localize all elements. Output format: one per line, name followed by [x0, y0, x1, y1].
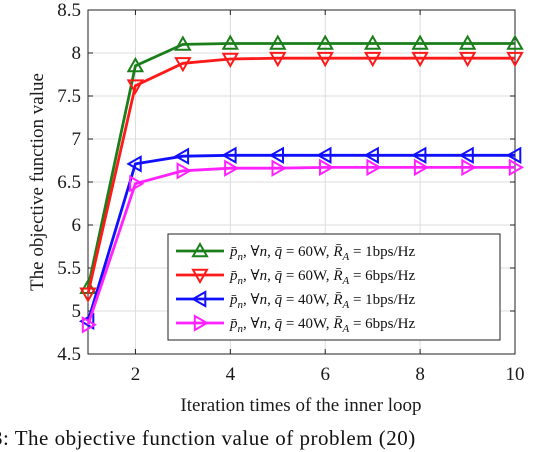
- data-point: [319, 158, 335, 177]
- data-point: [174, 57, 192, 73]
- data-point: [505, 146, 522, 165]
- series-2: [79, 51, 524, 303]
- y-tick-label: 5.5: [57, 258, 81, 279]
- data-point: [366, 158, 382, 177]
- data-point: [363, 146, 379, 165]
- data-point: [413, 158, 430, 177]
- data-point: [271, 159, 287, 177]
- data-point: [506, 34, 524, 50]
- x-tick-label: 4: [226, 364, 236, 385]
- data-point: [78, 312, 95, 331]
- y-tick-label: 7.5: [57, 86, 81, 107]
- series-line: [86, 56, 515, 295]
- legend-marker: [193, 314, 210, 332]
- data-point: [411, 146, 427, 165]
- data-point: [174, 35, 192, 51]
- legend-entry: p̄n, ∀n, q̄ = 60W, R̄A = 6bps/Hz: [176, 268, 416, 287]
- data-point: [126, 79, 145, 95]
- tick-labels: 4.5 5 5.5 6 6.5 7 7.5 8 8.5 2 4 6 8 10: [57, 0, 524, 385]
- data-point: [461, 158, 477, 177]
- data-point: [411, 34, 429, 50]
- legend-marker: [191, 268, 209, 285]
- y-tick-label: 6.5: [57, 172, 81, 193]
- series-3: [78, 146, 522, 331]
- data-point: [458, 51, 477, 68]
- y-tick-label: 7: [72, 129, 82, 150]
- legend: p̄n, ∀n, q̄ = 60W, R̄A = 1bps/Hz p̄n, ∀n,…: [167, 233, 501, 341]
- data-point: [173, 147, 190, 165]
- data-point: [363, 51, 382, 68]
- data-point: [508, 158, 525, 177]
- y-tick-label: 4.5: [57, 344, 81, 365]
- data-point: [221, 34, 240, 50]
- data-point: [224, 159, 240, 177]
- data-point: [316, 51, 334, 68]
- data-point: [316, 34, 334, 50]
- y-tick-label: 5: [72, 301, 82, 322]
- data-point: [79, 287, 97, 303]
- data-point: [81, 316, 98, 334]
- data-point: [221, 52, 240, 69]
- data-point: [176, 162, 192, 180]
- y-tick-label: 8.5: [57, 0, 81, 21]
- legend-label: p̄n, ∀n, q̄ = 60W, R̄A = 1bps/Hz: [229, 244, 416, 263]
- series-1: [79, 34, 524, 294]
- data-point: [126, 56, 145, 73]
- data-point: [458, 34, 477, 50]
- series-line: [86, 153, 515, 322]
- data-point: [411, 51, 429, 68]
- legend-label: p̄n, ∀n, q̄ = 40W, R̄A = 1bps/Hz: [229, 292, 416, 311]
- legend-entry: p̄n, ∀n, q̄ = 60W, R̄A = 1bps/Hz: [176, 241, 416, 263]
- x-tick-label: 6: [320, 364, 330, 385]
- data-point: [268, 146, 284, 165]
- data-point: [129, 174, 145, 193]
- series-line: [86, 42, 515, 289]
- figure-caption: 3: The objective function value of probl…: [0, 426, 416, 450]
- legend-entry: p̄n, ∀n, q̄ = 40W, R̄A = 6bps/Hz: [176, 314, 416, 335]
- legend-marker: [191, 241, 209, 258]
- x-tick-label: 10: [506, 364, 525, 385]
- series-lines: [78, 34, 525, 334]
- data-point: [506, 51, 524, 68]
- series-line: [86, 165, 515, 326]
- x-tick-label: 8: [415, 364, 425, 385]
- legend-label: p̄n, ∀n, q̄ = 40W, R̄A = 6bps/Hz: [229, 316, 416, 335]
- y-axis-label: The objective function value: [27, 73, 48, 291]
- x-tick-label: 2: [131, 364, 141, 385]
- data-point: [363, 34, 382, 50]
- data-point: [269, 51, 287, 68]
- legend-marker: [190, 290, 207, 308]
- x-axis-label: Iteration times of the inner loop: [180, 395, 421, 416]
- data-point: [269, 34, 287, 50]
- legend-label: p̄n, ∀n, q̄ = 60W, R̄A = 6bps/Hz: [229, 268, 416, 287]
- data-point: [126, 155, 142, 173]
- series-4: [81, 158, 525, 334]
- data-point: [458, 146, 474, 165]
- y-tick-label: 8: [72, 43, 82, 64]
- y-tick-label: 6: [72, 215, 82, 236]
- legend-entry: p̄n, ∀n, q̄ = 40W, R̄A = 1bps/Hz: [176, 290, 416, 311]
- data-point: [221, 146, 237, 165]
- data-point: [316, 146, 332, 165]
